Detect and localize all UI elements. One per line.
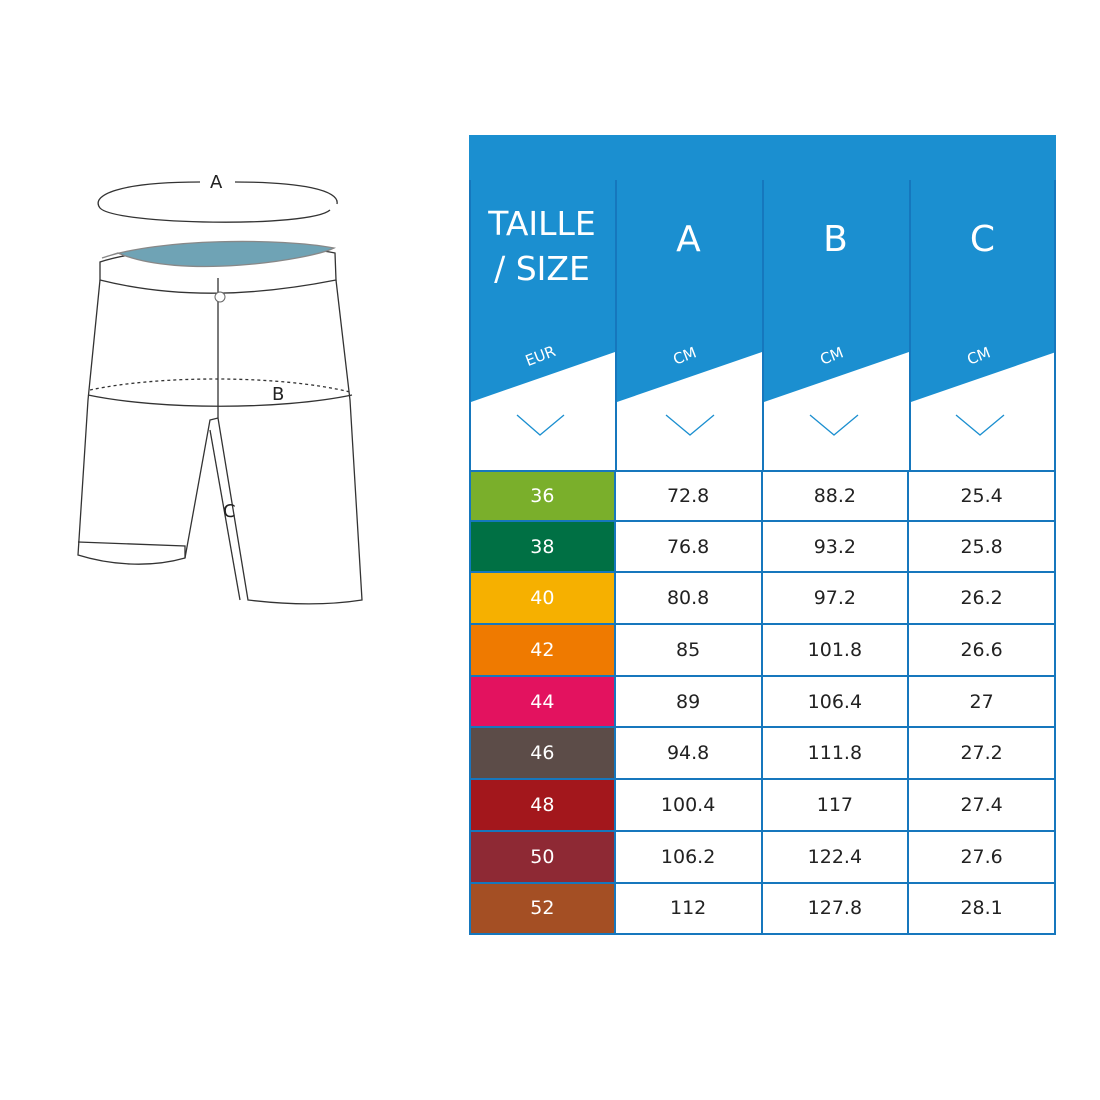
table-row: 46 94.8 111.8 27.2 (469, 728, 1056, 781)
unit-label: EUR (522, 342, 559, 370)
header-title: A (676, 219, 701, 260)
measure-a-cell: 100.4 (616, 780, 763, 830)
measure-a-cell: 89 (616, 676, 763, 727)
size-cell: 44 (469, 676, 616, 727)
measure-a-cell: 85 (616, 625, 763, 675)
table-row: 50 106.2 122.4 27.6 (469, 831, 1056, 884)
header-slants (471, 352, 1056, 470)
column-header-size: TAILLE / SIZE EUR (469, 135, 615, 470)
size-cell: 50 (469, 831, 616, 882)
size-cell: 40 (469, 573, 616, 624)
size-cell: 48 (469, 780, 616, 830)
chevron-down-icon (665, 414, 715, 436)
size-cell: 36 (469, 472, 616, 520)
inseam-arrow (209, 429, 241, 601)
measure-a-cell: 94.8 (616, 728, 763, 779)
measure-c-cell: 25.4 (909, 472, 1056, 520)
size-table: TAILLE / SIZE EUR A CM B CM C CM 36 72.8 8… (469, 135, 1056, 936)
measure-b-cell: 111.8 (763, 728, 910, 779)
table-row: 40 80.8 97.2 26.2 (469, 573, 1056, 626)
shorts-measurement-drawing: A B C (77, 172, 363, 605)
header-title: B (823, 219, 848, 260)
measure-a-cell: 112 (616, 883, 763, 934)
measure-c-cell: 28.1 (909, 883, 1056, 934)
column-header-a: A CM (615, 135, 762, 470)
measure-b-cell: 127.8 (763, 883, 910, 934)
table-header: TAILLE / SIZE EUR A CM B CM C CM (469, 135, 1056, 470)
measure-c-cell: 26.6 (909, 625, 1056, 675)
measure-c-cell: 25.8 (909, 521, 1056, 572)
measure-c-cell: 27.2 (909, 728, 1056, 779)
header-title: C (969, 219, 996, 260)
header-title-line2: / SIZE (494, 249, 590, 288)
column-header-c: C CM (909, 135, 1056, 470)
waist-arrow (97, 181, 331, 223)
unit-label: CM (670, 343, 699, 369)
size-cell: 52 (469, 883, 616, 934)
measure-c-cell: 26.2 (909, 573, 1056, 624)
measure-c-cell: 27 (909, 676, 1056, 727)
measure-a-cell: 106.2 (616, 831, 763, 882)
measure-b-cell: 117 (763, 780, 910, 830)
chevron-down-icon (516, 414, 565, 436)
measure-c-cell: 27.4 (909, 780, 1056, 830)
table-row: 44 89 106.4 27 (469, 676, 1056, 729)
header-title-line1: TAILLE (488, 204, 596, 243)
label-c: C (223, 501, 236, 522)
size-cell: 42 (469, 625, 616, 675)
measure-b-cell: 101.8 (763, 625, 910, 675)
table-row: 36 72.8 88.2 25.4 (469, 470, 1056, 522)
unit-label: CM (817, 343, 846, 369)
unit-label: CM (964, 343, 993, 369)
chevron-down-icon (809, 414, 859, 436)
measure-b-cell: 88.2 (763, 472, 910, 520)
measure-b-cell: 97.2 (763, 573, 910, 624)
column-header-b: B CM (762, 135, 909, 470)
table-row: 48 100.4 117 27.4 (469, 780, 1056, 832)
measure-a-cell: 72.8 (616, 472, 763, 520)
measure-b-cell: 106.4 (763, 676, 910, 727)
measure-b-cell: 122.4 (763, 831, 910, 882)
measure-b-cell: 93.2 (763, 521, 910, 572)
measure-a-cell: 76.8 (616, 521, 763, 572)
label-a: A (210, 172, 223, 193)
table-row: 52 112 127.8 28.1 (469, 883, 1056, 936)
measure-c-cell: 27.6 (909, 831, 1056, 882)
label-b: B (272, 384, 284, 405)
size-cell: 46 (469, 728, 616, 779)
table-row: 42 85 101.8 26.6 (469, 625, 1056, 677)
table-body: 36 72.8 88.2 25.4 38 76.8 93.2 25.8 40 80.8 97.2 26… (469, 470, 1056, 936)
measure-a-cell: 80.8 (616, 573, 763, 624)
chevron-down-icon (955, 414, 1005, 436)
size-cell: 38 (469, 521, 616, 572)
table-row: 38 76.8 93.2 25.8 (469, 521, 1056, 574)
